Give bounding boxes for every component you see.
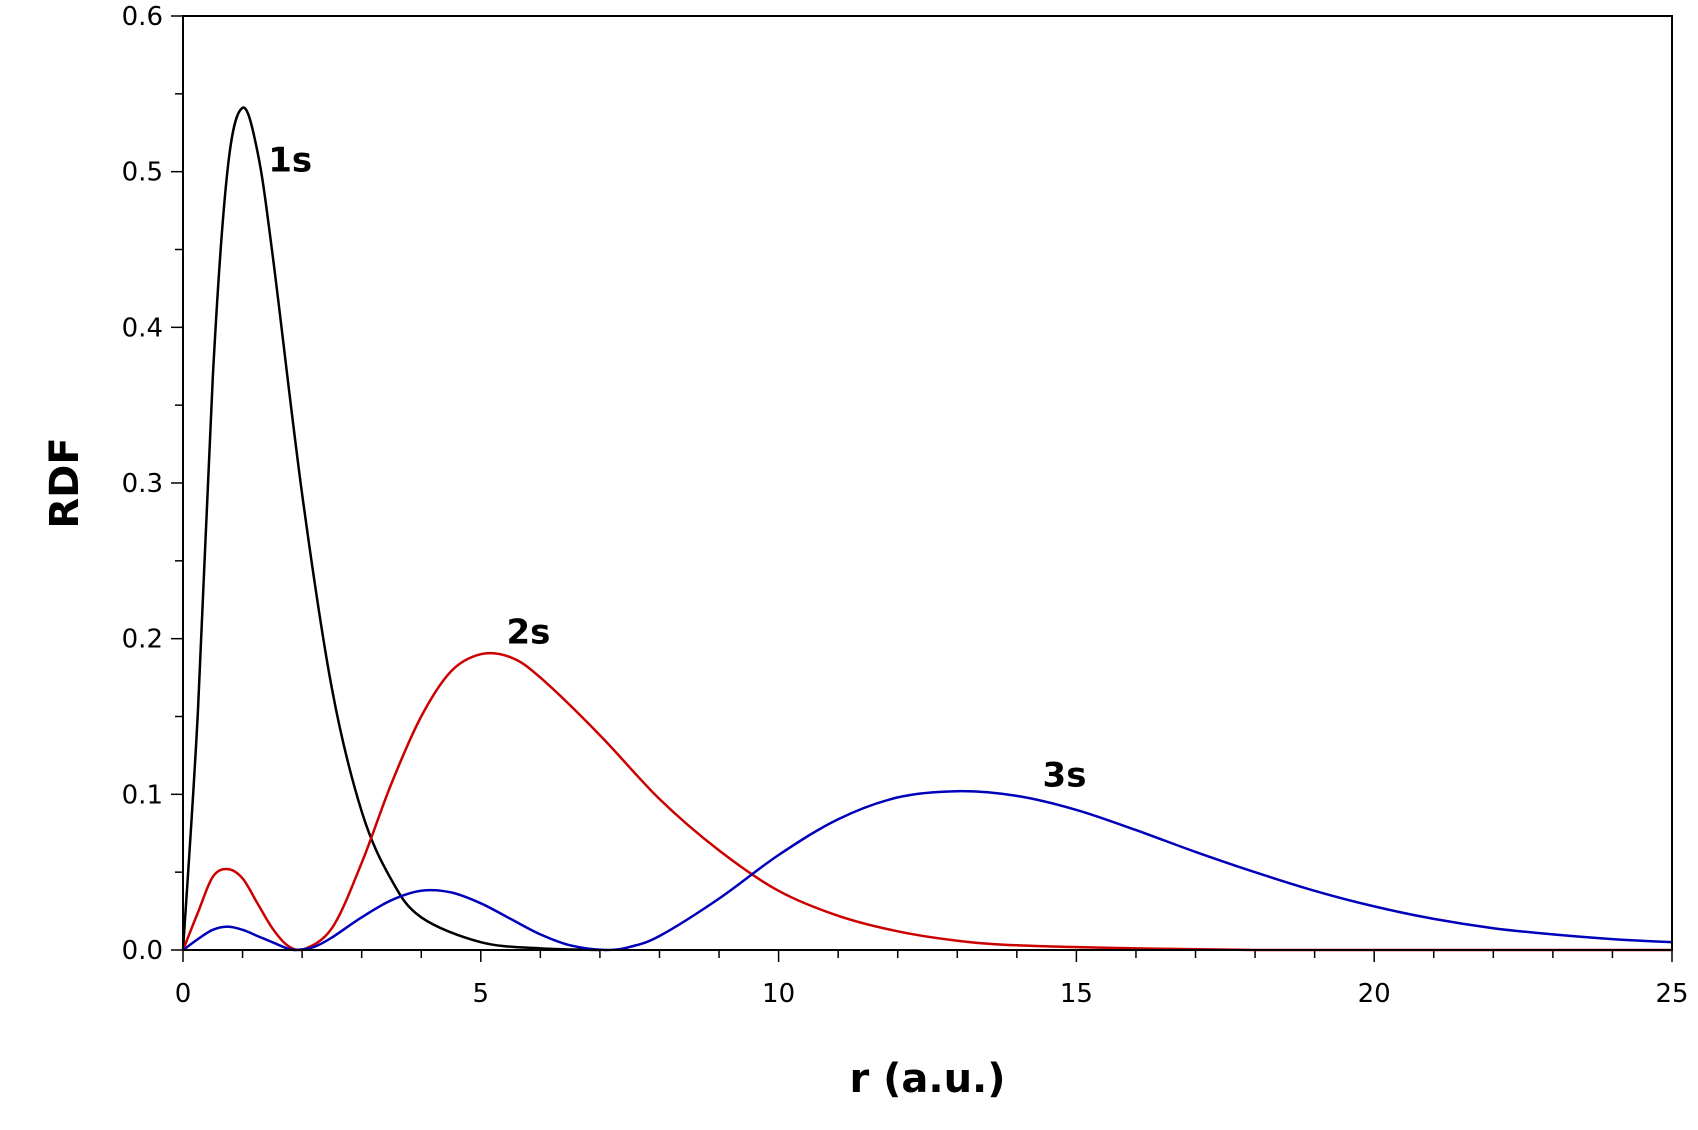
x-axis-title: r (a.u.): [849, 1056, 1005, 1102]
label-2s: 2s: [506, 612, 550, 652]
y-tick-label: 0.2: [122, 625, 163, 655]
labels-group: 0 5 10 15 20 25 0.0 0.1 0.2 0.3 0.4 0.5 0.6 1s 2s 3s: [122, 2, 1689, 1009]
series-1s-line: [181, 106, 600, 952]
y-tick-label: 0.3: [122, 469, 163, 499]
x-tick-label: 10: [762, 979, 795, 1009]
series-3s-line: [182, 789, 1673, 952]
y-tick-label: 0.0: [122, 936, 163, 966]
x-tick-label: 5: [473, 979, 490, 1009]
ticks-group: [171, 15, 1673, 962]
plot-frame: [182, 15, 1673, 951]
y-tick-label: 0.6: [122, 2, 163, 32]
x-tick-label: 25: [1655, 979, 1688, 1009]
label-1s: 1s: [268, 141, 312, 181]
x-tick-label: 0: [175, 979, 192, 1009]
x-tick-label: 20: [1358, 979, 1391, 1009]
x-tick-label: 15: [1060, 979, 1093, 1009]
series-group: [181, 106, 1673, 952]
series-2s-line: [181, 651, 1672, 952]
label-3s: 3s: [1043, 756, 1087, 796]
y-tick-label: 0.5: [122, 158, 163, 188]
y-tick-label: 0.4: [122, 313, 163, 343]
y-axis-title: RDF: [42, 437, 88, 528]
y-tick-label: 0.1: [122, 780, 163, 810]
